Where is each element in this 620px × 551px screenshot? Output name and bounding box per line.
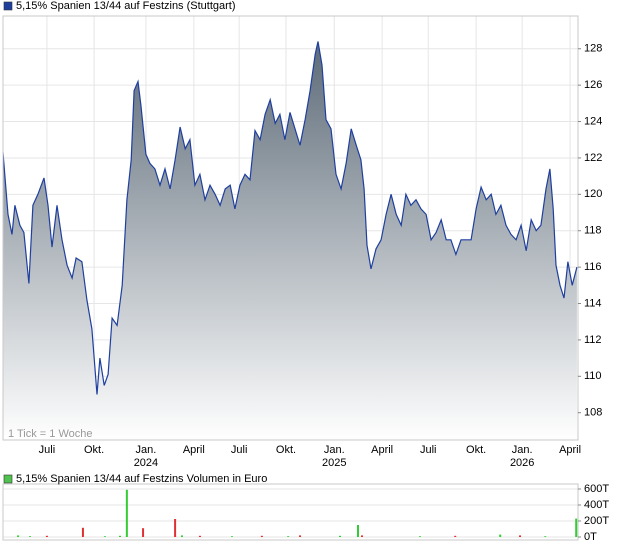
x-tick-label: Jan. bbox=[136, 444, 157, 456]
y-tick-label: 110 bbox=[584, 370, 602, 382]
x-tick-label: Jan. bbox=[324, 444, 345, 456]
price-line bbox=[2, 41, 578, 395]
x-tick-label: Okt. bbox=[84, 444, 104, 456]
y-tick-label: 112 bbox=[584, 334, 602, 346]
x-tick-label: Juli bbox=[231, 444, 248, 456]
y-tick-label: 122 bbox=[584, 152, 602, 164]
volume-bar bbox=[418, 536, 421, 537]
x-year-label: 2025 bbox=[322, 457, 346, 469]
volume-bar bbox=[454, 535, 457, 537]
x-year-label: 2024 bbox=[134, 457, 158, 469]
y-tick-label: 128 bbox=[584, 43, 602, 55]
x-tick-label: April bbox=[183, 444, 205, 456]
plot-background bbox=[3, 484, 578, 540]
y-tick-label: 118 bbox=[584, 225, 602, 237]
legend-swatch bbox=[3, 474, 13, 484]
volume-bar bbox=[125, 489, 128, 537]
volume-bar bbox=[287, 536, 290, 537]
volume-bar bbox=[299, 535, 302, 537]
y-tick-label: 116 bbox=[584, 261, 602, 273]
volume-bar bbox=[230, 536, 233, 537]
y-tick-label: 600T bbox=[584, 483, 609, 495]
x-tick-label: Juli bbox=[420, 444, 437, 456]
volume-bar bbox=[575, 518, 578, 537]
volume-bar bbox=[260, 535, 263, 537]
volume-bar bbox=[45, 535, 48, 537]
y-tick-label: 126 bbox=[584, 79, 602, 91]
x-tick-label: April bbox=[559, 444, 581, 456]
volume-bar bbox=[180, 535, 183, 537]
y-tick-label: 114 bbox=[584, 297, 602, 309]
volume-bar bbox=[360, 535, 363, 537]
legend-label: 5,15% Spanien 13/44 auf Festzins Volumen… bbox=[16, 473, 267, 485]
volume-bar bbox=[339, 535, 342, 537]
y-tick-label: 400T bbox=[584, 499, 609, 511]
plot-frame bbox=[2, 483, 579, 541]
annotation: 1 Tick = 1 Woche bbox=[8, 428, 92, 440]
x-tick-label: Okt. bbox=[276, 444, 296, 456]
x-tick-label: Juli bbox=[39, 444, 56, 456]
volume-bar bbox=[519, 535, 522, 537]
volume-bar bbox=[357, 525, 360, 537]
x-tick-label: April bbox=[371, 444, 393, 456]
volume-bar bbox=[17, 535, 20, 537]
volume-bar bbox=[198, 535, 201, 537]
volume-bar bbox=[103, 536, 106, 537]
volume-bar bbox=[119, 535, 122, 537]
y-tick-label: 0T bbox=[584, 531, 597, 543]
x-tick-label: Jan. bbox=[512, 444, 533, 456]
y-tick-label: 120 bbox=[584, 188, 602, 200]
volume-bar bbox=[142, 528, 145, 537]
volume-bar bbox=[174, 519, 177, 537]
legend-label: 5,15% Spanien 13/44 auf Festzins (Stuttg… bbox=[16, 0, 236, 12]
volume-bar bbox=[544, 536, 547, 537]
y-tick-label: 108 bbox=[584, 407, 602, 419]
x-year-label: 2026 bbox=[510, 457, 534, 469]
y-tick-label: 200T bbox=[584, 515, 609, 527]
volume-bar bbox=[499, 534, 502, 537]
area-fill bbox=[3, 41, 577, 440]
volume-bar bbox=[29, 536, 32, 537]
x-tick-label: Okt. bbox=[466, 444, 486, 456]
y-tick-label: 124 bbox=[584, 115, 602, 127]
plot-frame bbox=[2, 15, 579, 441]
volume-bar bbox=[81, 527, 84, 537]
legend-swatch bbox=[3, 1, 13, 11]
